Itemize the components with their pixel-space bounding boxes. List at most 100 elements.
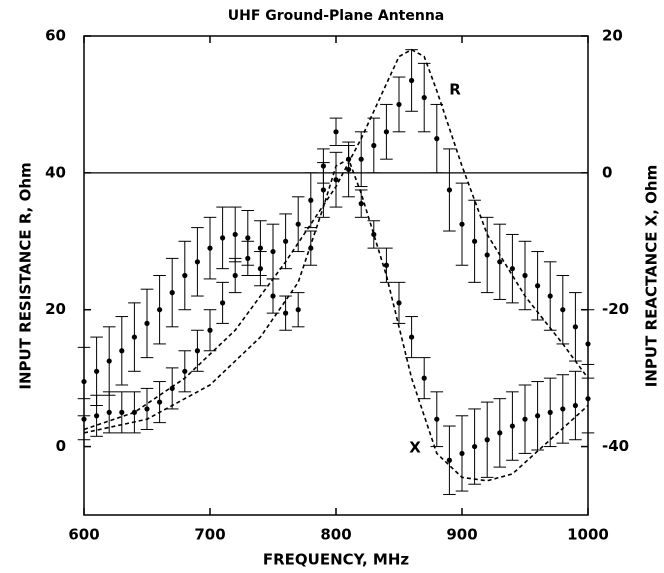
data-point (459, 450, 465, 457)
data-point (182, 272, 188, 279)
data-point (257, 245, 263, 251)
data-point (207, 327, 213, 333)
y2-tick-label: -40 (602, 437, 629, 455)
x-axis-label: FREQUENCY, MHz (263, 551, 410, 569)
data-point (459, 221, 465, 227)
data-point (497, 259, 503, 265)
chart-title: UHF Ground-Plane Antenna (228, 8, 445, 24)
data-point (358, 201, 364, 207)
x-tick-label: 600 (68, 526, 99, 544)
annotation: X (409, 439, 421, 457)
model-curve (83, 158, 589, 482)
data-point (245, 255, 251, 261)
data-point (194, 259, 200, 265)
data-point (434, 416, 440, 422)
data-point (509, 266, 515, 272)
data-point (119, 348, 125, 354)
data-point (446, 187, 452, 193)
data-point (295, 221, 301, 227)
model-curve (83, 48, 589, 431)
data-point (560, 406, 566, 412)
data-point (472, 443, 478, 450)
data-point (535, 283, 541, 289)
data-point (585, 396, 591, 402)
data-point (157, 307, 163, 313)
data-point (396, 300, 402, 306)
data-point (270, 293, 276, 299)
data-point (106, 358, 112, 364)
data-point (333, 177, 339, 183)
data-point (409, 334, 415, 340)
y-tick-label: 20 (45, 300, 66, 318)
data-point (81, 378, 87, 385)
data-point (535, 413, 541, 419)
data-point (547, 293, 553, 299)
data-point (396, 101, 402, 108)
annotation: R (449, 81, 461, 99)
data-point (572, 324, 579, 330)
data-point (421, 375, 427, 381)
y-tick-label: 0 (56, 437, 66, 455)
data-point (182, 368, 188, 374)
data-point (295, 307, 301, 313)
data-point (144, 320, 150, 326)
y2-axis-label: INPUT REACTANCE X, Ohm (643, 165, 661, 387)
y-axis-label: INPUT RESISTANCE R, Ohm (17, 162, 35, 389)
data-point (421, 94, 427, 101)
data-point (572, 402, 579, 409)
data-point (220, 300, 226, 306)
data-point (245, 235, 251, 241)
y2-tick-label: -20 (602, 300, 629, 318)
data-point (560, 307, 566, 313)
y-tick-label: 40 (45, 163, 66, 181)
data-point (484, 252, 490, 258)
data-point (371, 142, 377, 149)
data-point (308, 197, 314, 203)
data-point (94, 368, 100, 374)
data-point (446, 457, 452, 463)
data-point (283, 310, 289, 316)
data-point (131, 409, 137, 415)
data-point (232, 272, 238, 279)
data-point (169, 290, 175, 296)
data-point (81, 416, 87, 422)
y2-tick-label: 0 (602, 163, 612, 181)
data-point (220, 235, 226, 241)
x-tick-label: 700 (194, 526, 225, 544)
x-tick-label: 1000 (567, 526, 609, 544)
data-point (472, 238, 478, 244)
data-point (497, 430, 503, 436)
data-point (169, 385, 175, 392)
data-point (522, 416, 528, 422)
data-point (232, 231, 238, 238)
data-point (131, 334, 137, 340)
data-point (320, 163, 326, 169)
data-point (371, 231, 377, 238)
y2-tick-label: 20 (602, 27, 623, 45)
data-point (157, 399, 163, 405)
data-point (509, 423, 515, 429)
x-tick-label: 900 (446, 526, 477, 544)
data-point (522, 272, 528, 279)
data-point (585, 341, 591, 347)
data-point (144, 406, 150, 412)
data-point (320, 187, 326, 193)
data-point (383, 262, 389, 268)
data-point (283, 238, 289, 244)
data-point (94, 413, 100, 419)
y-tick-label: 60 (45, 27, 66, 45)
data-point (207, 245, 213, 251)
x-tick-label: 800 (320, 526, 351, 544)
data-point (194, 348, 200, 354)
data-point (257, 266, 263, 272)
data-point (358, 156, 364, 162)
data-point (484, 437, 490, 443)
data-point (333, 129, 339, 135)
data-point (383, 129, 389, 135)
data-point (270, 248, 276, 255)
data-point (547, 409, 553, 415)
data-point (434, 136, 440, 142)
data-point (106, 409, 112, 415)
data-point (409, 77, 415, 84)
